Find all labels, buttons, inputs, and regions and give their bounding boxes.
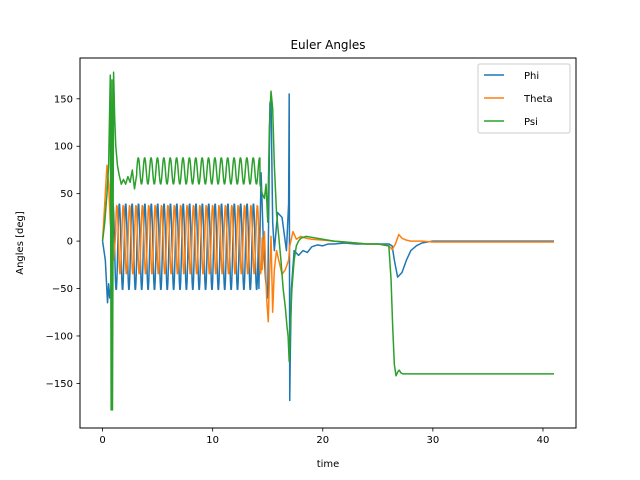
- x-tick-label: 40: [537, 435, 550, 446]
- legend-label-phi: Phi: [524, 71, 539, 82]
- series-line-theta: [101, 164, 554, 323]
- x-tick-label: 20: [316, 435, 329, 446]
- chart-title: Euler Angles: [290, 38, 365, 52]
- y-tick-label: 150: [54, 94, 73, 105]
- y-axis-ticks: −150 −100 −50 0 50 100 150: [46, 94, 80, 390]
- x-axis-label: time: [317, 459, 340, 470]
- y-tick-label: −150: [46, 379, 73, 390]
- y-tick-label: 0: [67, 237, 73, 248]
- y-tick-label: −100: [46, 331, 73, 342]
- series-line-psi: [101, 71, 554, 411]
- series-layer: [101, 71, 554, 411]
- y-axis-label: Angles [deg]: [15, 211, 26, 275]
- legend-label-psi: Psi: [524, 117, 538, 128]
- x-tick-label: 0: [99, 435, 105, 446]
- legend-label-theta: Theta: [523, 94, 553, 105]
- legend-box: [477, 63, 571, 134]
- x-tick-label: 30: [427, 435, 440, 446]
- y-tick-label: 100: [54, 142, 73, 153]
- x-axis-ticks: 0 10 20 30 40: [99, 428, 549, 446]
- axes-frame: [79, 57, 577, 429]
- x-tick-label: 10: [206, 435, 219, 446]
- legend: Phi Theta Psi: [477, 63, 571, 134]
- y-tick-label: −50: [52, 284, 73, 295]
- y-tick-label: 50: [60, 189, 73, 200]
